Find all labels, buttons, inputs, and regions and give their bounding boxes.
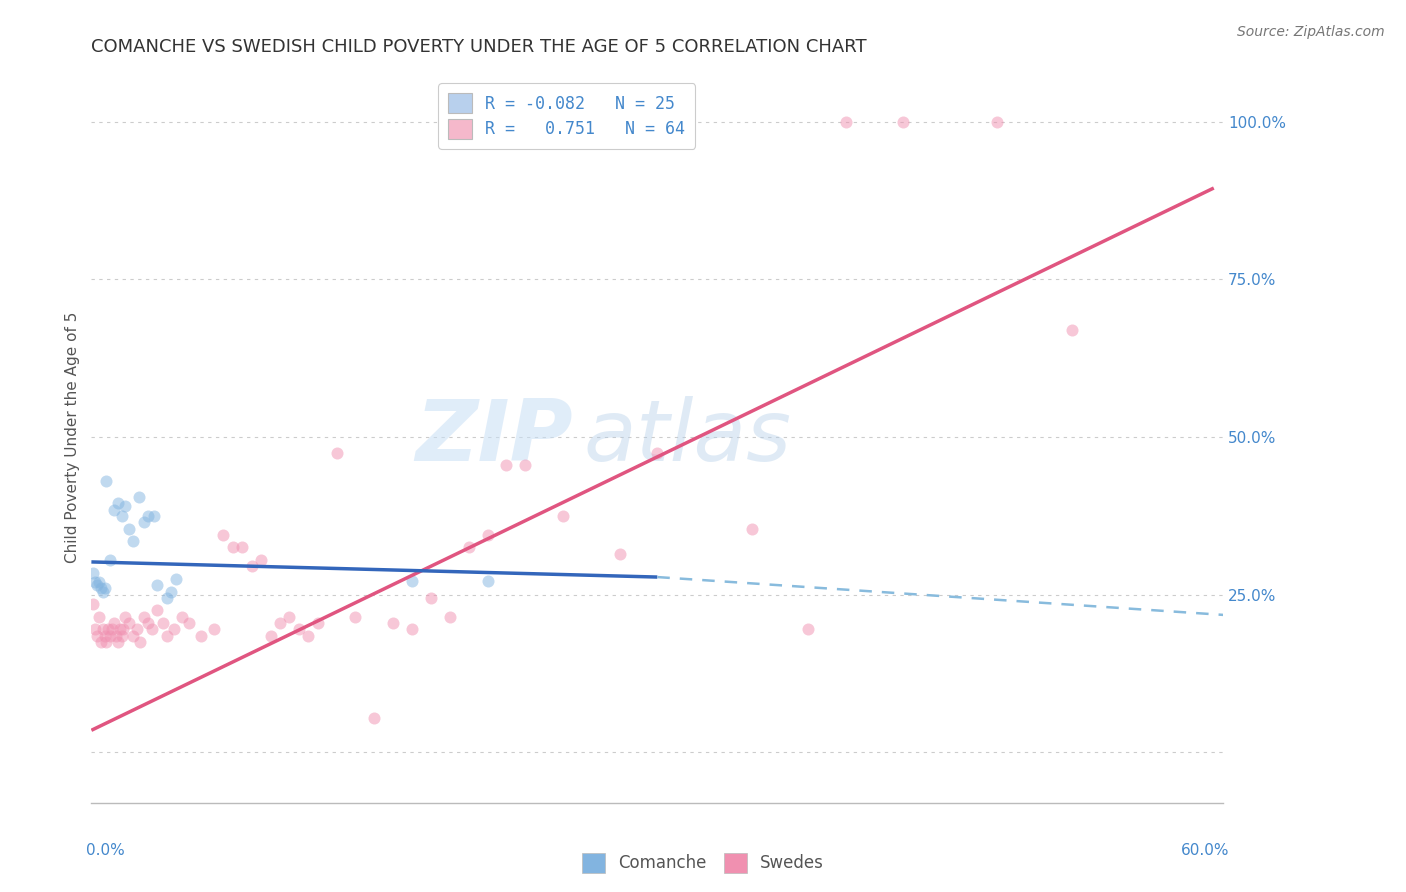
Point bbox=[129, 635, 152, 649]
Point bbox=[104, 629, 127, 643]
Point bbox=[87, 609, 110, 624]
Point bbox=[134, 515, 156, 529]
Point bbox=[307, 616, 329, 631]
Point bbox=[515, 458, 537, 473]
Point bbox=[741, 521, 763, 535]
Point bbox=[344, 609, 367, 624]
Point bbox=[190, 629, 212, 643]
Point bbox=[97, 623, 120, 637]
Point bbox=[108, 623, 131, 637]
Point bbox=[231, 541, 253, 555]
Point bbox=[250, 553, 273, 567]
Text: COMANCHE VS SWEDISH CHILD POVERTY UNDER THE AGE OF 5 CORRELATION CHART: COMANCHE VS SWEDISH CHILD POVERTY UNDER … bbox=[91, 38, 868, 56]
Point bbox=[419, 591, 441, 605]
Point bbox=[134, 609, 156, 624]
Point bbox=[142, 508, 165, 523]
Y-axis label: Child Poverty Under the Age of 5: Child Poverty Under the Age of 5 bbox=[65, 311, 80, 563]
Point bbox=[146, 603, 169, 617]
Point bbox=[439, 609, 461, 624]
Point bbox=[91, 623, 114, 637]
Point bbox=[179, 616, 201, 631]
Point bbox=[98, 629, 121, 643]
Point bbox=[82, 597, 104, 611]
Point bbox=[891, 115, 914, 129]
Point bbox=[84, 575, 107, 590]
Point bbox=[202, 623, 225, 637]
Point bbox=[93, 582, 115, 596]
Point bbox=[477, 528, 499, 542]
Point bbox=[797, 623, 820, 637]
Point bbox=[118, 521, 141, 535]
Point bbox=[163, 623, 186, 637]
Legend: Comanche, Swedes: Comanche, Swedes bbox=[575, 847, 831, 880]
Point bbox=[128, 490, 150, 504]
Point bbox=[125, 623, 148, 637]
Point bbox=[240, 559, 263, 574]
Point bbox=[609, 547, 631, 561]
Point bbox=[93, 629, 115, 643]
Text: Source: ZipAtlas.com: Source: ZipAtlas.com bbox=[1237, 25, 1385, 39]
Point bbox=[96, 635, 118, 649]
Point bbox=[986, 115, 1008, 129]
Point bbox=[82, 566, 104, 580]
Point bbox=[141, 623, 163, 637]
Point bbox=[170, 609, 193, 624]
Point bbox=[401, 623, 423, 637]
Point bbox=[136, 508, 159, 523]
Point bbox=[288, 623, 311, 637]
Point bbox=[363, 711, 385, 725]
Point bbox=[259, 629, 281, 643]
Point bbox=[477, 574, 499, 588]
Text: atlas: atlas bbox=[583, 395, 792, 479]
Point bbox=[118, 616, 141, 631]
Point bbox=[90, 635, 112, 649]
Point bbox=[101, 623, 124, 637]
Point bbox=[107, 635, 129, 649]
Point bbox=[110, 508, 132, 523]
Point bbox=[112, 623, 135, 637]
Point bbox=[835, 115, 858, 129]
Point bbox=[297, 629, 319, 643]
Point bbox=[152, 616, 174, 631]
Point bbox=[278, 609, 301, 624]
Point bbox=[107, 496, 129, 510]
Point bbox=[382, 616, 405, 631]
Point bbox=[136, 616, 159, 631]
Point bbox=[165, 572, 187, 586]
Point bbox=[103, 616, 125, 631]
Text: 0.0%: 0.0% bbox=[86, 843, 125, 858]
Point bbox=[156, 591, 179, 605]
Point bbox=[146, 578, 169, 592]
Point bbox=[457, 541, 479, 555]
Point bbox=[98, 553, 121, 567]
Text: 60.0%: 60.0% bbox=[1181, 843, 1229, 858]
Point bbox=[84, 623, 107, 637]
Point bbox=[495, 458, 517, 473]
Point bbox=[91, 584, 114, 599]
Point bbox=[122, 629, 145, 643]
Point bbox=[551, 508, 574, 523]
Point bbox=[114, 609, 136, 624]
Point bbox=[325, 446, 347, 460]
Point bbox=[110, 629, 132, 643]
Legend: R = -0.082   N = 25, R =   0.751   N = 64: R = -0.082 N = 25, R = 0.751 N = 64 bbox=[439, 83, 695, 148]
Point bbox=[269, 616, 291, 631]
Text: ZIP: ZIP bbox=[415, 395, 572, 479]
Point bbox=[87, 575, 110, 590]
Point bbox=[159, 584, 181, 599]
Point bbox=[86, 629, 108, 643]
Point bbox=[90, 582, 112, 596]
Point bbox=[645, 446, 668, 460]
Point bbox=[1062, 323, 1084, 337]
Point bbox=[156, 629, 179, 643]
Point bbox=[212, 528, 235, 542]
Point bbox=[401, 574, 423, 588]
Point bbox=[222, 541, 245, 555]
Point bbox=[86, 578, 108, 592]
Point bbox=[96, 474, 118, 488]
Point bbox=[122, 534, 145, 549]
Point bbox=[103, 502, 125, 516]
Point bbox=[114, 500, 136, 514]
